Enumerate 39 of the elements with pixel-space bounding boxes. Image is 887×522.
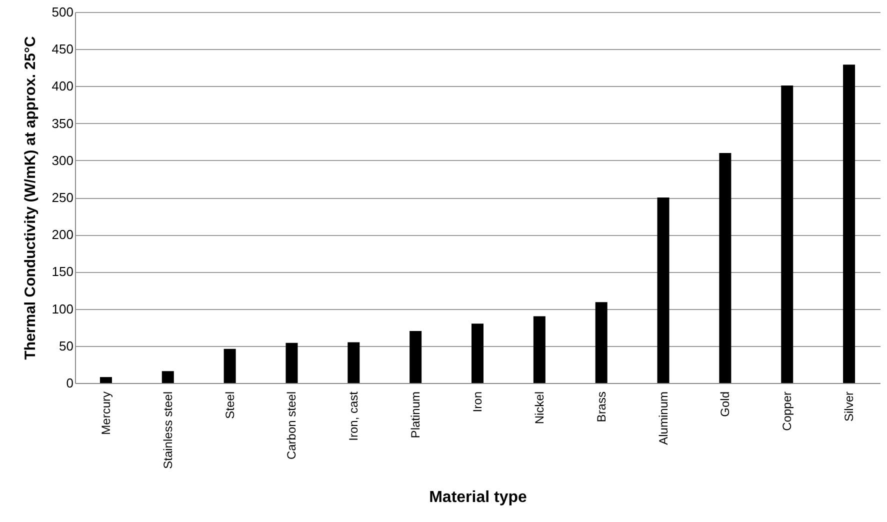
bar: [100, 377, 112, 383]
y-tick-label: 0: [66, 376, 74, 390]
x-tick-label: Nickel: [532, 392, 546, 424]
y-tick-label: 200: [52, 227, 74, 242]
bar: [843, 64, 856, 383]
x-tick-label: Carbon steel: [284, 392, 299, 460]
bar: [286, 342, 298, 383]
y-tick-label: 150: [52, 264, 74, 280]
bar: [348, 342, 360, 383]
x-tick-label: Iron: [470, 392, 484, 412]
x-tick-label: Aluminum: [656, 392, 670, 445]
bar: [657, 198, 670, 383]
bar: [224, 348, 236, 383]
bar: [781, 85, 794, 383]
x-tick-label: Stainless steel: [160, 392, 175, 469]
y-tick-label: 450: [52, 42, 74, 57]
y-tick-label: 50: [59, 338, 74, 354]
y-tick-label: 250: [52, 190, 74, 205]
bar: [719, 152, 732, 383]
y-tick-label: 400: [52, 78, 74, 94]
x-tick-label: Copper: [780, 392, 794, 431]
x-tick-label: Silver: [842, 392, 856, 422]
x-tick-label: Gold: [718, 392, 732, 417]
bar: [472, 324, 484, 383]
bar: [533, 316, 546, 383]
y-axis-title: Thermal Conductivity (W/mK) at approx. 25°C: [22, 36, 39, 360]
bar: [595, 302, 608, 383]
x-axis-title: Material type: [429, 488, 528, 506]
x-tick-label: Mercury: [98, 392, 113, 435]
y-tick-label: 350: [52, 116, 74, 131]
x-tick-label: Steel: [222, 392, 237, 419]
y-tick-label: 500: [52, 4, 74, 20]
x-tick-label: Platinum: [408, 391, 423, 438]
y-tick-label: 300: [52, 152, 74, 168]
bar: [162, 371, 174, 383]
x-tick-label: Iron, cast: [346, 390, 361, 441]
bar: [410, 331, 422, 383]
x-tick-label: Brass: [594, 392, 608, 422]
y-tick-label: 100: [52, 301, 74, 316]
